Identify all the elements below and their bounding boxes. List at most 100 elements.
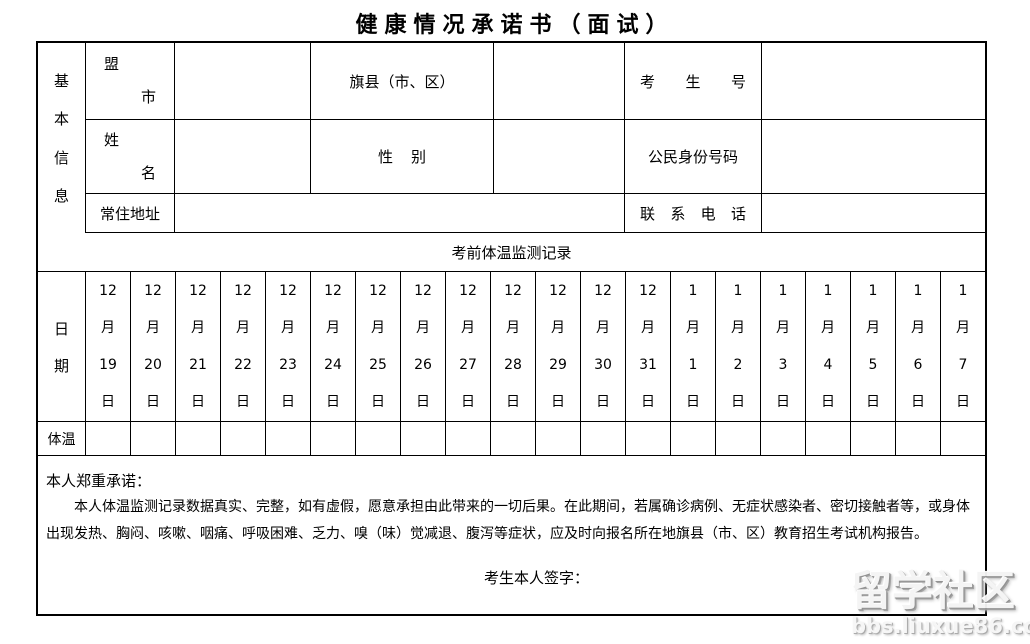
basic-info-section: 基 本 信 息 盟 市 旗县（市、区） 考 生 [38,43,985,233]
section-char: 息 [53,186,69,205]
label-char: 盟 [104,55,120,73]
date-day: 20 [144,356,162,373]
day-unit: 日 [236,393,250,410]
label-char: 名 [140,163,156,182]
day-unit: 日 [281,393,295,410]
month-unit: 月 [596,319,610,336]
pledge-section: 本人郑重承诺： 本人体温监测记录数据真实、完整，如有虚假，愿意承担由此带来的一切… [38,456,985,614]
temperature-monitor-banner: 考前体温监测记录 [38,233,985,272]
date-day: 4 [823,356,833,373]
day-unit: 日 [866,393,880,410]
month-unit: 月 [281,319,295,336]
month-unit: 月 [371,319,385,336]
date-day: 23 [279,356,297,373]
temperature-value-cell [131,422,176,455]
temperature-row: 体温 [38,422,985,456]
address-label: 常住地址 [86,194,175,232]
gender-label: 性别 [311,120,494,193]
date-day: 6 [913,356,923,373]
date-column: 12 月 22 日 [221,272,266,421]
month-unit: 月 [416,319,430,336]
watermark-text: 留学社区 [851,567,1015,615]
date-month: 1 [823,282,833,299]
date-column: 12 月 29 日 [536,272,581,421]
page-title: 健康情况承诺书（面试） [355,13,675,38]
date-day: 27 [459,356,477,373]
date-month: 12 [414,282,432,299]
day-unit: 日 [146,393,160,410]
date-month: 12 [369,282,387,299]
date-day: 25 [369,356,387,373]
day-unit: 日 [416,393,430,410]
temperature-value-cell [761,422,806,455]
date-month: 12 [189,282,207,299]
day-unit: 日 [776,393,790,410]
date-row-label: 日 期 [38,272,86,421]
day-unit: 日 [191,393,205,410]
label-char: 生 [685,72,701,91]
label-char: 号 [730,72,746,91]
date-day: 3 [778,356,788,373]
temperature-value-cell [86,422,131,455]
date-day: 1 [688,356,698,373]
date-month: 12 [639,282,657,299]
temperature-value-cell [941,422,985,455]
day-unit: 日 [461,393,475,410]
date-column: 12 月 25 日 [356,272,401,421]
phone-value-cell [762,194,985,232]
day-unit: 日 [101,393,115,410]
date-column: 12 月 30 日 [581,272,626,421]
day-unit: 日 [686,393,700,410]
date-month: 1 [868,282,878,299]
label-char: 联 [640,204,656,223]
signature-label: 考生本人签字： [483,569,589,587]
row-name-gender: 姓 名 性别 公民身份号码 [86,120,985,194]
phone-label-text: 联 系 电 话 [625,203,761,224]
banner-county-label: 旗县（市、区） [311,43,494,119]
month-unit: 月 [686,319,700,336]
day-unit: 日 [596,393,610,410]
day-unit: 日 [371,393,385,410]
date-column: 1 月 5 日 [851,272,896,421]
month-unit: 月 [731,319,745,336]
day-unit: 日 [731,393,745,410]
basic-info-rows: 盟 市 旗县（市、区） 考 生 号 [86,43,985,233]
date-month: 12 [459,282,477,299]
temperature-value-cell [491,422,536,455]
date-month: 1 [688,282,698,299]
section-char: 信 [53,148,69,167]
date-row: 日 期 12 月 19 日 12 月 20 日 12 月 21 日 12 月 22 日 12 月 23 日 12 月 24 日… [38,272,985,422]
id-number-label: 公民身份号码 [625,120,762,193]
temperature-value-cell [536,422,581,455]
address-value-cell [175,194,625,232]
temperature-value-cell [356,422,401,455]
month-unit: 月 [146,319,160,336]
date-column: 1 月 3 日 [761,272,806,421]
date-column: 1 月 2 日 [716,272,761,421]
date-day: 31 [639,356,657,373]
date-day: 29 [549,356,567,373]
month-unit: 月 [191,319,205,336]
health-commitment-form: 基 本 信 息 盟 市 旗县（市、区） 考 生 [36,41,987,616]
watermark-url: bbs.liuxue86.com [851,614,1030,638]
month-unit: 月 [776,319,790,336]
basic-info-section-label: 基 本 信 息 [38,43,86,233]
label-char: 考 [640,72,656,91]
gender-value-cell [494,120,625,193]
league-city-label-text: 盟 市 [104,48,156,114]
month-unit: 月 [326,319,340,336]
date-day: 7 [958,356,968,373]
date-month: 12 [504,282,522,299]
date-month: 1 [958,282,968,299]
day-unit: 日 [326,393,340,410]
league-city-label: 盟 市 [86,43,175,119]
date-month: 12 [234,282,252,299]
day-unit: 日 [956,393,970,410]
date-column: 12 月 20 日 [131,272,176,421]
month-unit: 月 [821,319,835,336]
date-day: 2 [733,356,743,373]
day-unit: 日 [911,393,925,410]
candidate-number-value-cell [762,43,985,119]
temperature-value-cell [671,422,716,455]
candidate-number-label-text: 考 生 号 [625,71,761,92]
